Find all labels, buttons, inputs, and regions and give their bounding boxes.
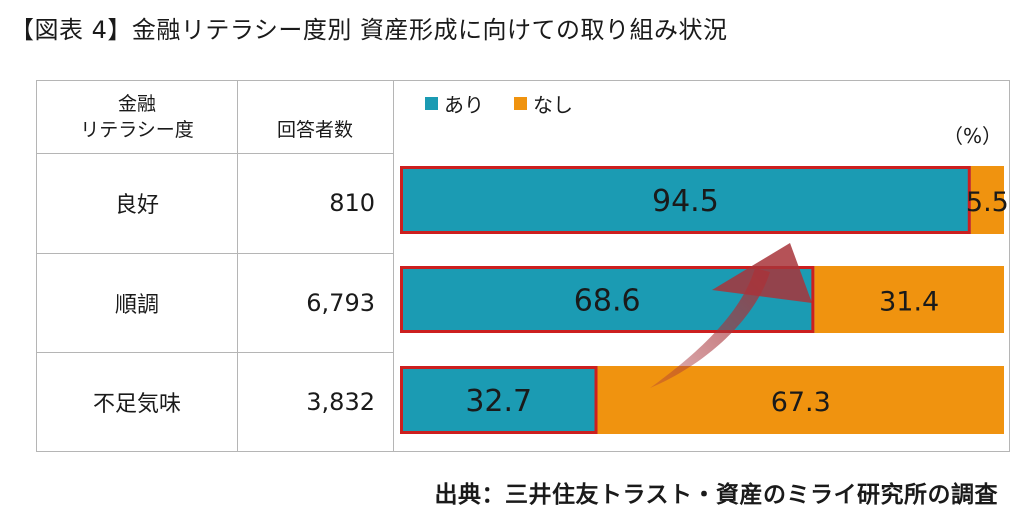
legend-item-no: なし (514, 89, 573, 118)
value-label-no-1: 5.5 (966, 187, 1009, 218)
bar-no-1 (970, 166, 1004, 234)
header-literacy-line1: 金融 (117, 93, 156, 115)
header-respondents: 回答者数 (276, 119, 353, 141)
legend-label-yes: あり (444, 92, 484, 117)
column-divider (393, 81, 394, 451)
legend-swatch-no (514, 96, 527, 110)
row-count-insufficient: 3,832 (306, 387, 375, 416)
trend-arrow-head (712, 243, 812, 303)
legend-item-yes: あり (425, 89, 484, 118)
bar-yes-3 (400, 366, 598, 434)
chart-legend: あり なし (425, 88, 603, 118)
bar-no-2 (814, 266, 1004, 333)
row-divider (37, 153, 393, 154)
row-divider (37, 352, 393, 353)
chart-title: 【図表 4】金融リテラシー度別 資産形成に向けての取り組み状況 (10, 16, 728, 44)
column-divider (237, 81, 238, 451)
row-divider (37, 253, 393, 254)
unit-label: （%） (942, 124, 1002, 148)
value-label-no-2: 31.4 (879, 287, 939, 318)
row-label-insufficient: 不足気味 (92, 391, 181, 417)
highlight-frame-1 (400, 166, 971, 234)
header-literacy-line2: リテラシー度 (80, 119, 194, 141)
data-table: 金融 リテラシー度 回答者数 良好 810 順調 6,793 不足気味 3,83… (36, 80, 1010, 452)
highlight-frame-2 (400, 266, 815, 333)
row-label-good: 良好 (114, 193, 159, 218)
value-label-yes-2: 68.6 (574, 284, 641, 319)
legend-swatch-yes (425, 96, 438, 110)
row-count-good: 810 (329, 189, 375, 217)
row-label-steady: 順調 (114, 292, 159, 318)
highlight-frame-3 (400, 366, 598, 434)
row-count-steady: 6,793 (306, 288, 375, 317)
value-label-yes-1: 94.5 (652, 184, 719, 219)
legend-label-no: なし (533, 92, 573, 117)
value-label-no-3: 67.3 (771, 387, 831, 418)
source-note: 出典：三井住友トラスト・資産のミライ研究所の調査 (434, 482, 998, 508)
bar-yes-1 (400, 166, 971, 234)
value-label-yes-3: 32.7 (465, 384, 532, 419)
header-literacy-level: 金融 リテラシー度 (37, 81, 237, 153)
